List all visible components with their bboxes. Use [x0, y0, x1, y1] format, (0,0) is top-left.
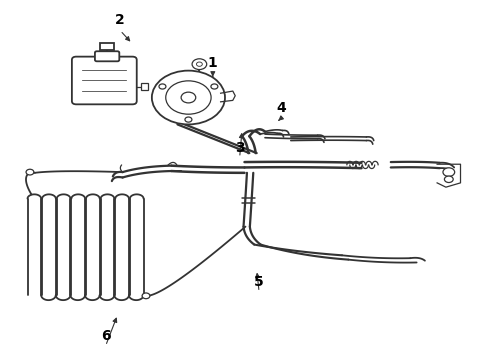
Text: 4: 4 — [276, 101, 285, 115]
Circle shape — [142, 293, 150, 299]
Text: 6: 6 — [101, 329, 110, 343]
Text: 3: 3 — [234, 141, 244, 155]
Text: 2: 2 — [115, 13, 125, 27]
FancyBboxPatch shape — [141, 83, 148, 90]
Circle shape — [444, 176, 452, 183]
Circle shape — [152, 71, 224, 125]
Circle shape — [210, 84, 218, 89]
Text: 5: 5 — [254, 275, 264, 289]
Circle shape — [26, 169, 34, 175]
Circle shape — [442, 168, 454, 176]
FancyBboxPatch shape — [95, 51, 119, 61]
FancyBboxPatch shape — [100, 43, 114, 50]
Text: 1: 1 — [207, 57, 217, 71]
Circle shape — [159, 84, 165, 89]
Circle shape — [165, 81, 211, 114]
FancyBboxPatch shape — [72, 57, 137, 104]
Circle shape — [196, 62, 202, 66]
Circle shape — [184, 117, 191, 122]
Circle shape — [181, 92, 195, 103]
Circle shape — [192, 59, 206, 69]
